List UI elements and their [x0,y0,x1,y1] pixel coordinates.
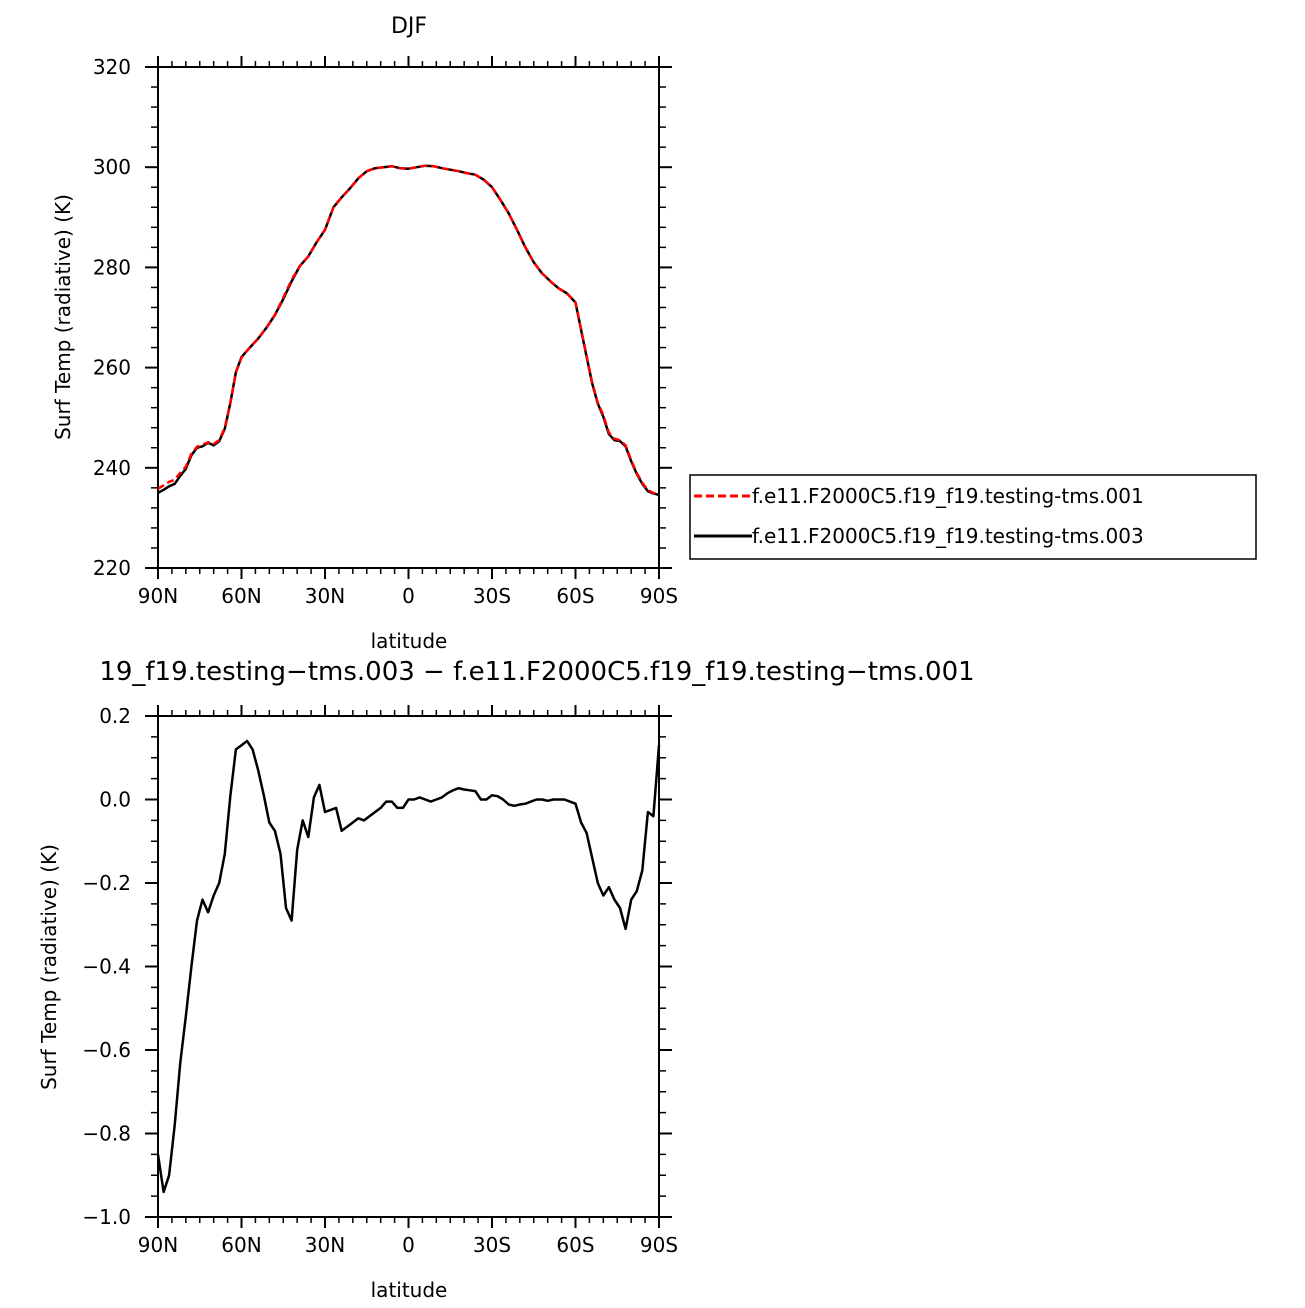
top-x-tick-label: 0 [402,584,415,608]
top-y-tick-label: 240 [93,456,131,480]
bottom-y-tick-label: 0.0 [99,788,131,812]
legend-box [689,474,1257,560]
top-y-axis-label: Surf Temp (radiative) (K) [51,194,75,440]
bottom-x-axis-label: latitude [371,1278,448,1302]
legend-label-001: f.e11.F2000C5.f19_f19.testing-tms.001 [752,484,1144,508]
bottom-y-tick-label: −0.6 [82,1038,131,1062]
top-x-tick-label: 30N [305,584,345,608]
bottom-y-tick-label: −0.2 [82,871,131,895]
top-ticks: 90N 60N 30N 0 30S 60S 90S 220 240 260 280 300 320 [93,55,678,608]
top-y-tick-label: 280 [93,255,131,279]
top-x-tick-label: 90S [640,584,678,608]
bottom-x-tick-label: 60S [556,1233,594,1257]
top-y-tick-label: 300 [93,155,131,179]
top-plot-frame [157,66,660,569]
bottom-series-group [156,739,661,1194]
bottom-x-tick-label: 90S [640,1233,678,1257]
bottom-ticks: 90N 60N 30N 0 30S 60S 90S −1.0 −0.8 −0.6 −0.4 −0.2 0… [82,704,678,1257]
top-chart-title: DJF [391,14,427,39]
bottom-y-tick-label: −0.8 [82,1122,131,1146]
bottom-x-tick-label: 60N [221,1233,261,1257]
bottom-y-axis-label: Surf Temp (radiative) (K) [37,844,61,1090]
top-series-line-0 [157,164,660,497]
top-x-tick-label: 60N [221,584,261,608]
legend-label-003: f.e11.F2000C5.f19_f19.testing-tms.003 [752,524,1144,548]
top-series-line-1 [157,164,660,497]
bottom-x-tick-label: 30N [305,1233,345,1257]
top-x-tick-label: 90N [138,584,178,608]
bottom-panel: 19_f19.testing−tms.003 − f.e11.F2000C5.f… [37,657,975,1302]
top-y-tick-label: 320 [93,55,131,79]
bottom-x-tick-label: 90N [138,1233,178,1257]
top-y-tick-label: 220 [93,556,131,580]
bottom-y-tick-label: 0.2 [99,704,131,728]
legend: f.e11.F2000C5.f19_f19.testing-tms.001 f.… [689,474,1257,560]
bottom-series-line-0 [156,739,661,1194]
bottom-chart-title: 19_f19.testing−tms.003 − f.e11.F2000C5.f… [99,657,974,687]
bottom-y-tick-label: −1.0 [82,1205,131,1229]
top-panel: DJF 90N 60N 30N 0 30S 60S 90S 220 240 260 280 300 32… [51,14,678,653]
bottom-x-tick-label: 30S [473,1233,511,1257]
top-x-axis-label: latitude [371,629,448,653]
top-series-group [157,164,660,497]
bottom-y-tick-label: −0.4 [82,955,131,979]
bottom-plot-frame [157,715,660,1218]
top-y-tick-label: 260 [93,356,131,380]
top-x-tick-label: 30S [473,584,511,608]
bottom-x-tick-label: 0 [402,1233,415,1257]
top-x-tick-label: 60S [556,584,594,608]
